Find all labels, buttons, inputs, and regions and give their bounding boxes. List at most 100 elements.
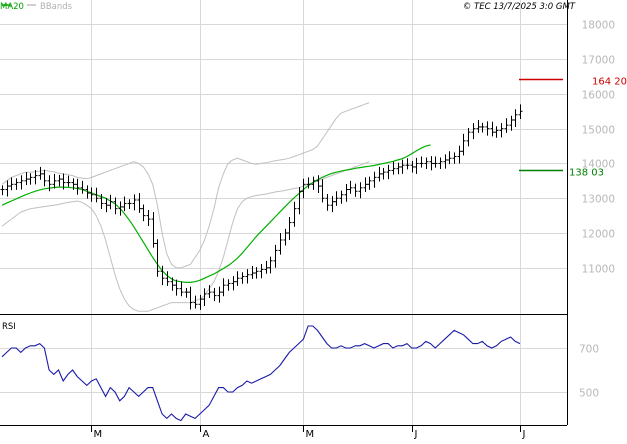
month-label: M bbox=[94, 429, 103, 440]
ohlc-bar bbox=[118, 201, 123, 216]
ohlc-bar bbox=[113, 197, 118, 215]
ohlc-bar bbox=[316, 175, 321, 194]
ohlc-bar bbox=[518, 104, 523, 119]
ohlc-bar bbox=[278, 233, 283, 255]
ohlc-bar bbox=[509, 115, 514, 131]
ohlc-bar bbox=[358, 182, 363, 199]
ohlc-bar bbox=[132, 194, 137, 211]
ohlc-bar bbox=[75, 178, 80, 195]
ohlc-bar bbox=[24, 172, 29, 186]
ohlc-bars-layer bbox=[0, 104, 523, 310]
price-ytick-label: 16000 bbox=[582, 90, 615, 102]
ohlc-bar bbox=[141, 204, 146, 222]
ohlc-bar bbox=[391, 161, 396, 175]
ohlc-bar bbox=[419, 156, 424, 168]
ohlc-bar bbox=[207, 285, 212, 299]
ohlc-bar bbox=[104, 197, 109, 213]
ohlc-bar bbox=[480, 122, 485, 133]
price-ytick-label: 12000 bbox=[582, 229, 615, 241]
ohlc-bar bbox=[193, 295, 198, 309]
ohlc-bar bbox=[494, 126, 499, 138]
ohlc-bar bbox=[386, 164, 391, 180]
ohlc-bar bbox=[170, 277, 175, 291]
ohlc-bar bbox=[9, 177, 14, 191]
price-ytick-label: 18000 bbox=[582, 20, 615, 32]
ohlc-bar bbox=[461, 133, 466, 156]
rsi-ytick-label: 700 bbox=[579, 344, 599, 356]
rsi-panel-background bbox=[0, 315, 567, 425]
ohlc-bar bbox=[85, 185, 90, 199]
month-label: J bbox=[414, 429, 418, 440]
ohlc-bar bbox=[367, 176, 372, 190]
rsi-layer bbox=[1, 325, 521, 422]
ohlc-bar bbox=[240, 272, 245, 284]
ohlc-bar bbox=[283, 228, 288, 246]
ohlc-bar bbox=[42, 169, 47, 187]
ohlc-bar bbox=[146, 210, 151, 227]
support-label: 138 03 bbox=[569, 168, 604, 179]
ohlc-bar bbox=[231, 276, 236, 291]
ohlc-bar bbox=[325, 194, 330, 211]
ohlc-bar bbox=[80, 180, 85, 194]
ohlc-bar bbox=[0, 185, 5, 196]
ohlc-bar bbox=[452, 152, 457, 164]
ohlc-bar bbox=[188, 286, 193, 310]
ohlc-bar bbox=[198, 294, 203, 310]
ohlc-bar bbox=[306, 177, 311, 189]
ohlc-bar bbox=[268, 256, 273, 274]
ohlc-bar bbox=[471, 123, 476, 140]
ohlc-bar bbox=[353, 183, 358, 197]
ohlc-bar bbox=[202, 288, 207, 307]
ohlc-bar bbox=[348, 180, 353, 194]
ohlc-bar bbox=[447, 151, 452, 165]
ohlc-bar bbox=[443, 154, 448, 169]
ohlc-bar bbox=[184, 287, 189, 298]
price-ytick-label: 17000 bbox=[582, 55, 615, 67]
ohlc-bar bbox=[320, 179, 325, 203]
ohlc-bar bbox=[504, 118, 509, 133]
ohlc-bar bbox=[344, 183, 349, 202]
ohlc-bar bbox=[137, 193, 142, 213]
ohlc-bar bbox=[122, 196, 127, 212]
ohlc-bar bbox=[19, 175, 24, 190]
ohlc-bar bbox=[151, 212, 156, 248]
ohlc-bar bbox=[466, 127, 471, 147]
ohlc-bar bbox=[381, 167, 386, 180]
ohlc-bar bbox=[485, 121, 490, 136]
ohlc-bar bbox=[155, 239, 160, 277]
ohlc-bar bbox=[414, 157, 419, 174]
month-label: J bbox=[522, 429, 526, 440]
ohlc-bar bbox=[174, 279, 179, 296]
ohlc-bar bbox=[66, 175, 71, 187]
ohlc-bar bbox=[108, 194, 113, 210]
price-ytick-label: 13000 bbox=[582, 194, 615, 206]
price-panel-background bbox=[0, 0, 567, 313]
ohlc-bar bbox=[165, 271, 170, 286]
ohlc-bar bbox=[127, 199, 132, 210]
ohlc-bar bbox=[250, 266, 255, 279]
ohlc-bar bbox=[297, 187, 302, 215]
ohlc-bar bbox=[438, 157, 443, 170]
ohlc-bar bbox=[396, 162, 401, 175]
price-ytick-label: 15000 bbox=[582, 125, 615, 137]
ohlc-bar bbox=[292, 201, 297, 227]
ohlc-bar bbox=[259, 263, 264, 279]
ohlc-bar bbox=[179, 281, 184, 297]
ohlc-bar bbox=[264, 260, 269, 274]
ohlc-bar bbox=[363, 177, 368, 192]
ohlc-bar bbox=[400, 159, 405, 174]
ohlc-bar bbox=[94, 187, 99, 203]
ohlc-bar bbox=[301, 178, 306, 199]
axis-layer: 11000 12000 13000 14000 15000 16000 17000 18000… bbox=[91, 20, 615, 440]
month-label: A bbox=[203, 429, 210, 440]
resistance-label: 164 20 bbox=[592, 77, 627, 88]
ohlc-bar bbox=[254, 267, 259, 279]
rsi-line bbox=[1, 325, 521, 422]
price-ytick-label: 11000 bbox=[582, 264, 615, 276]
ohlc-bar bbox=[61, 173, 66, 190]
ohlc-bar bbox=[287, 217, 292, 240]
ohlc-bar bbox=[235, 271, 240, 286]
levels-layer: 164 20 138 03 bbox=[519, 77, 627, 179]
ohlc-bar bbox=[33, 170, 38, 185]
